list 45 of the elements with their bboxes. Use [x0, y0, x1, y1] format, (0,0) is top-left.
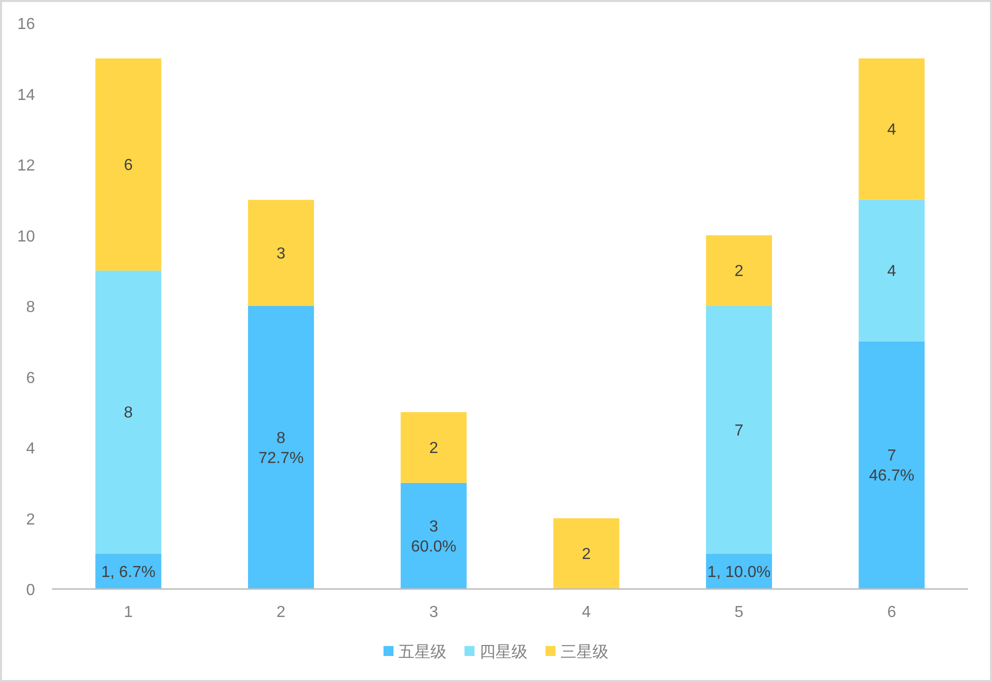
- x-tick-label: 2: [276, 604, 286, 621]
- bar: [95, 58, 162, 271]
- bar: [248, 200, 314, 306]
- data-label: 4: [887, 263, 896, 280]
- bar: [858, 200, 925, 342]
- bar: [706, 306, 772, 554]
- legend-label: 三星级: [560, 644, 608, 661]
- data-label: 6: [124, 157, 133, 174]
- legend-label: 五星级: [398, 644, 446, 661]
- y-tick-label: 10: [17, 228, 36, 246]
- data-label: 8 72.7%: [258, 430, 304, 467]
- data-label: 2: [582, 546, 591, 564]
- x-tick-label: 5: [734, 604, 744, 621]
- bar: [95, 270, 162, 554]
- bar: [553, 518, 620, 589]
- data-label: 2: [429, 440, 438, 457]
- x-tick-label: 4: [582, 604, 591, 621]
- y-tick-label: 16: [17, 16, 36, 33]
- x-tick-label: 3: [429, 604, 438, 621]
- data-label: 7: [734, 422, 744, 440]
- bar: [400, 412, 467, 483]
- data-label: 7 46.7%: [868, 448, 914, 485]
- bar: [95, 554, 162, 589]
- legend-label: 四星级: [480, 644, 528, 661]
- data-label: 8: [124, 404, 133, 422]
- y-tick-label: 2: [26, 511, 36, 528]
- y-tick-label: 12: [17, 158, 36, 174]
- bar: [706, 235, 772, 306]
- x-tick-label: 6: [887, 604, 896, 621]
- bar: [400, 482, 467, 589]
- data-label: 3 60.0%: [410, 518, 456, 556]
- bar: [858, 58, 925, 200]
- y-tick-label: 4: [26, 440, 36, 458]
- data-label: 1, 6.7%: [101, 564, 156, 581]
- y-tick-label: 0: [26, 582, 36, 599]
- bar: [858, 341, 925, 589]
- bar: [248, 306, 314, 589]
- data-label: 4: [887, 122, 896, 139]
- data-label: 2: [734, 263, 744, 280]
- x-tick-label: 1: [124, 604, 133, 621]
- data-label: 1, 10.0%: [707, 564, 771, 581]
- y-tick-label: 14: [17, 86, 36, 104]
- y-tick-label: 8: [26, 299, 36, 316]
- data-label: 3: [276, 245, 286, 262]
- y-tick-label: 6: [26, 370, 36, 387]
